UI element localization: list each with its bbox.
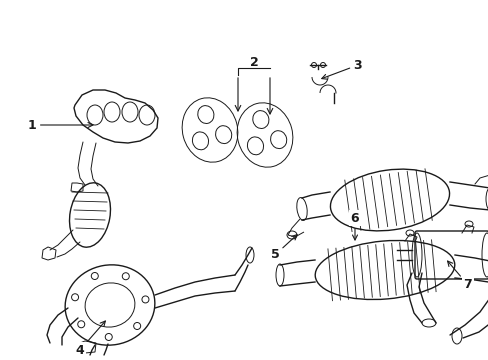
Ellipse shape bbox=[122, 273, 129, 280]
Ellipse shape bbox=[71, 294, 79, 301]
Ellipse shape bbox=[133, 323, 141, 329]
Text: 3: 3 bbox=[321, 59, 362, 79]
Text: 4: 4 bbox=[76, 321, 105, 356]
Ellipse shape bbox=[142, 296, 149, 303]
Ellipse shape bbox=[91, 273, 98, 279]
Ellipse shape bbox=[105, 333, 112, 341]
Text: 2: 2 bbox=[249, 55, 258, 68]
Text: 6: 6 bbox=[350, 212, 359, 240]
Ellipse shape bbox=[78, 321, 84, 328]
Text: 1: 1 bbox=[27, 118, 93, 131]
Text: 7: 7 bbox=[447, 261, 471, 292]
Text: 5: 5 bbox=[270, 235, 296, 261]
